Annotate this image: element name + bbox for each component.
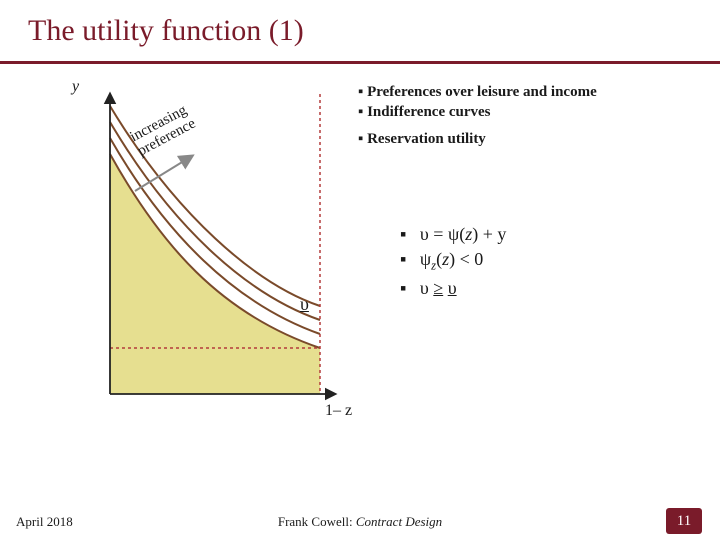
y-axis-label: y [72, 78, 79, 96]
page-title: The utility function (1) [28, 14, 304, 48]
footer: April 2018 Frank Cowell: Contract Design… [0, 500, 720, 540]
equation-2: ▪ ψz(z) < 0 [400, 249, 506, 274]
equation-3: ▪ υ ≥ υ [400, 278, 506, 299]
legend-bullets: ▪ Preferences over leisure and income ▪ … [358, 84, 708, 151]
equation-1: ▪ υ = ψ(z) + y [400, 224, 506, 245]
title-bar: The utility function (1) [0, 0, 720, 64]
bullet-3: ▪ Reservation utility [358, 131, 708, 148]
page-number-badge: 11 [666, 508, 702, 534]
reservation-utility-symbol: υ [300, 294, 309, 315]
x-axis-label: 1– z [325, 402, 352, 420]
footer-attribution: Frank Cowell: Contract Design [0, 514, 720, 530]
utility-chart: y 1– z increasing preference υ [90, 84, 350, 424]
bullet-1: ▪ Preferences over leisure and income [358, 84, 708, 101]
content-area: y 1– z increasing preference υ ▪ Prefere… [0, 64, 720, 494]
bullet-2: ▪ Indifference curves [358, 104, 708, 121]
equations: ▪ υ = ψ(z) + y ▪ ψz(z) < 0 ▪ υ ≥ υ [400, 224, 506, 303]
